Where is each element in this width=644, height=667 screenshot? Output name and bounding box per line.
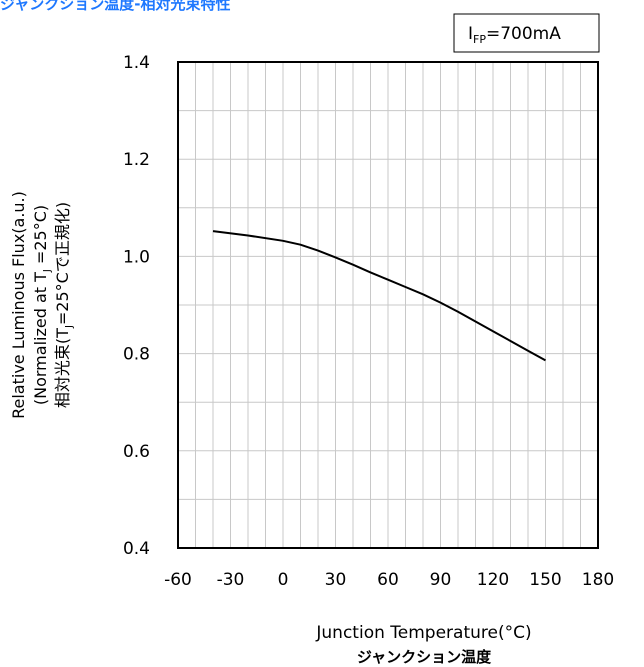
y-axis-label-line3: 相対光束(TJ=25°Cで正規化) (53, 202, 75, 408)
y-tick-labels: 0.4 0.6 0.8 1.0 1.2 1.4 (123, 53, 150, 559)
x-tick-label: -60 (164, 570, 192, 590)
grid (178, 62, 598, 548)
x-tick-label: 120 (477, 570, 509, 590)
chart-title: ジャンクション温度-相対光束特性 (0, 0, 230, 13)
y-tick-label: 0.6 (123, 442, 150, 462)
x-axis-label-ja: ジャンクション温度 (357, 648, 492, 666)
y-axis-label: Relative Luminous Flux(a.u.) (Normalized… (9, 191, 75, 419)
x-tick-label: 90 (430, 570, 452, 590)
x-tick-label: 150 (529, 570, 561, 590)
x-tick-label: -30 (217, 570, 245, 590)
x-tick-label: 30 (325, 570, 347, 590)
series-line (212, 230, 546, 362)
x-tick-label: 60 (377, 570, 399, 590)
y-tick-label: 1.0 (123, 247, 150, 267)
x-tick-labels: -60 -30 0 30 60 90 120 150 180 (164, 570, 614, 590)
x-axis-label: Junction Temperature(°C) (315, 623, 531, 643)
x-tick-label: 180 (582, 570, 614, 590)
condition-label: IFP=700mA (468, 24, 561, 46)
y-axis-label-line1: Relative Luminous Flux(a.u.) (9, 191, 28, 419)
y-tick-label: 1.2 (123, 150, 150, 170)
series-group (212, 230, 546, 362)
y-tick-label: 1.4 (123, 53, 150, 73)
x-tick-label: 0 (278, 570, 289, 590)
y-tick-label: 0.4 (123, 539, 150, 559)
condition-box (453, 13, 600, 53)
plot-frame (177, 61, 599, 549)
y-tick-label: 0.8 (123, 345, 150, 365)
y-axis-label-line2: (Normalized at TJ =25°C) (31, 205, 53, 405)
